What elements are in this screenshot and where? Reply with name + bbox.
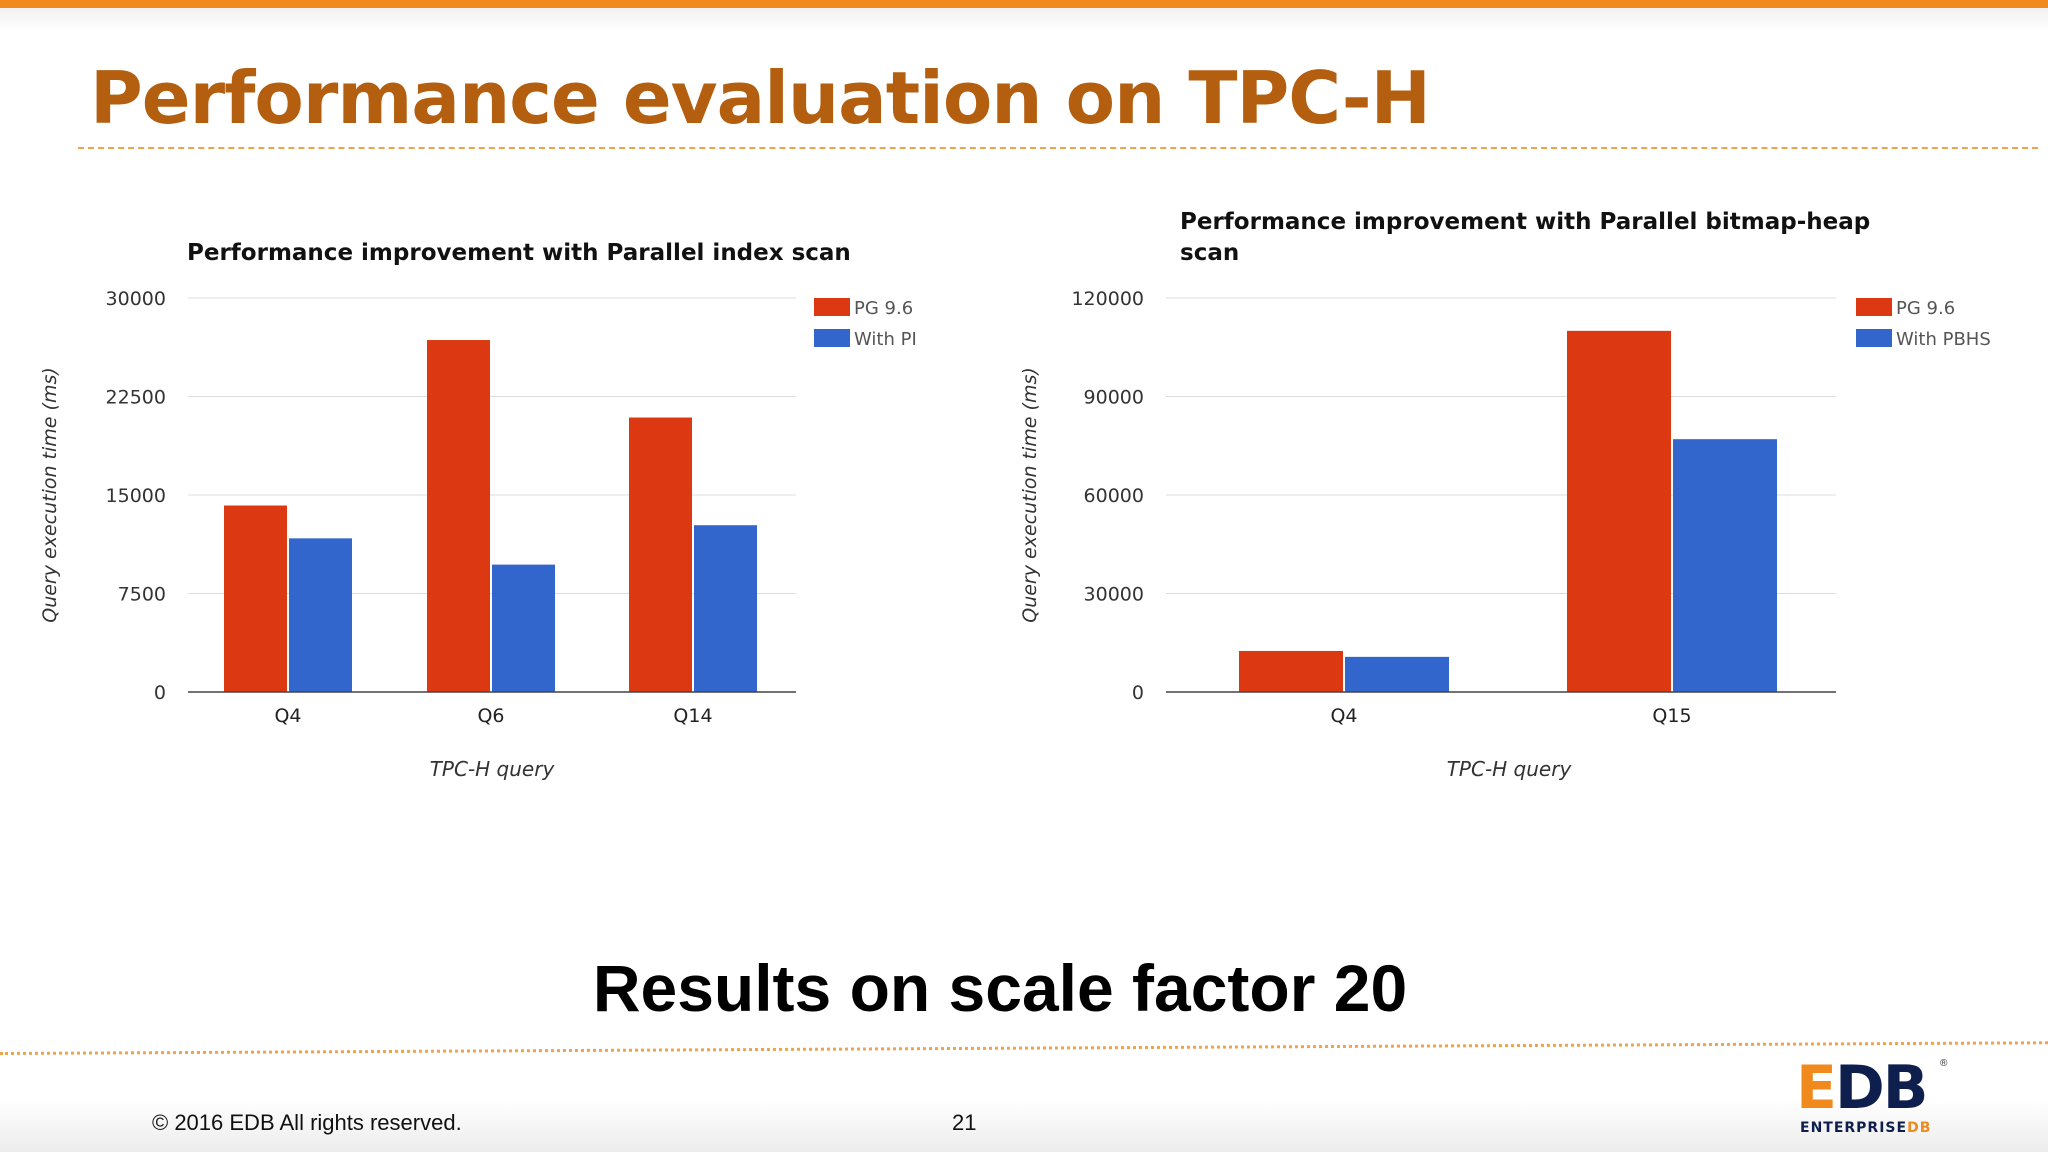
bar-q6-with-pi xyxy=(492,564,555,692)
bar-q4-with-pbhs xyxy=(1345,656,1449,692)
bar-q14-with-pi xyxy=(694,525,757,692)
bar-q4-pg-9-6 xyxy=(1239,650,1343,692)
y-tick-label: 0 xyxy=(1132,682,1144,704)
title-divider xyxy=(78,147,2038,149)
copyright-text: © 2016 EDB All rights reserved. xyxy=(152,1110,462,1135)
y-tick-label: 30000 xyxy=(1084,584,1144,606)
chart-title: Performance improvement with Parallel bi… xyxy=(1180,209,1870,235)
y-tick-label: 22500 xyxy=(106,387,166,409)
y-tick-label: 0 xyxy=(154,682,166,704)
x-axis-title: TPC-H query xyxy=(1447,757,1573,781)
logo-subtext: ENTERPRISEDB xyxy=(1800,1120,1931,1136)
y-axis-title: Query execution time (ms) xyxy=(39,367,61,623)
y-tick-label: 120000 xyxy=(1071,288,1144,310)
y-tick-label: 90000 xyxy=(1084,387,1144,409)
logo-mark: EDB xyxy=(1796,1058,1929,1118)
chart-title: scan xyxy=(1180,240,1239,266)
logo-mark-e: E xyxy=(1796,1053,1837,1123)
logo-sub-enterprise: ENTERPRISE xyxy=(1800,1120,1908,1136)
legend-swatch xyxy=(814,298,850,316)
bar-q15-pg-9-6 xyxy=(1567,330,1671,692)
chart-svg: Performance improvement with Parallel in… xyxy=(39,240,917,781)
footer-divider xyxy=(0,1041,2048,1055)
chart-parallel-bitmap-heap-scan: Performance improvement with Parallel bi… xyxy=(1000,200,2040,800)
y-tick-label: 60000 xyxy=(1084,485,1144,507)
legend-label: With PI xyxy=(854,329,917,350)
legend-swatch xyxy=(814,329,850,347)
x-tick-label: Q4 xyxy=(1330,705,1357,727)
logo-sub-db: DB xyxy=(1907,1120,1932,1136)
legend-swatch xyxy=(1856,329,1892,347)
y-axis-title: Query execution time (ms) xyxy=(1019,367,1041,623)
chart-svg: Performance improvement with Parallel bi… xyxy=(1019,209,1991,781)
y-tick-label: 30000 xyxy=(106,288,166,310)
x-tick-label: Q4 xyxy=(274,705,301,727)
footer-band xyxy=(0,1100,2048,1152)
legend-swatch xyxy=(1856,298,1892,316)
x-tick-label: Q15 xyxy=(1652,705,1691,727)
slide-subtitle: Results on scale factor 20 xyxy=(592,951,1408,1025)
bar-q14-pg-9-6 xyxy=(629,417,692,692)
logo-registered: ® xyxy=(1940,1058,1948,1069)
logo-mark-db: DB xyxy=(1835,1053,1929,1123)
bar-q4-pg-9-6 xyxy=(224,505,287,692)
legend-label: PG 9.6 xyxy=(1896,298,1955,319)
page-number: 21 xyxy=(952,1110,977,1135)
legend-label: PG 9.6 xyxy=(854,298,913,319)
top-shadow xyxy=(0,8,2048,32)
top-accent-bar xyxy=(0,0,2048,8)
y-tick-label: 15000 xyxy=(106,485,166,507)
edb-logo: EDB ® ENTERPRISEDB xyxy=(1796,1058,1948,1138)
bar-q6-pg-9-6 xyxy=(427,340,490,692)
chart-parallel-index-scan: Performance improvement with Parallel in… xyxy=(30,200,980,800)
bar-q15-with-pbhs xyxy=(1673,439,1777,692)
x-tick-label: Q14 xyxy=(673,705,712,727)
chart-title: Performance improvement with Parallel in… xyxy=(187,240,851,266)
bar-q4-with-pi xyxy=(289,538,352,692)
y-tick-label: 7500 xyxy=(118,584,166,606)
legend-label: With PBHS xyxy=(1896,329,1991,350)
x-tick-label: Q6 xyxy=(477,705,504,727)
x-axis-title: TPC-H query xyxy=(430,757,556,781)
slide-title: Performance evaluation on TPC-H xyxy=(90,56,1431,140)
